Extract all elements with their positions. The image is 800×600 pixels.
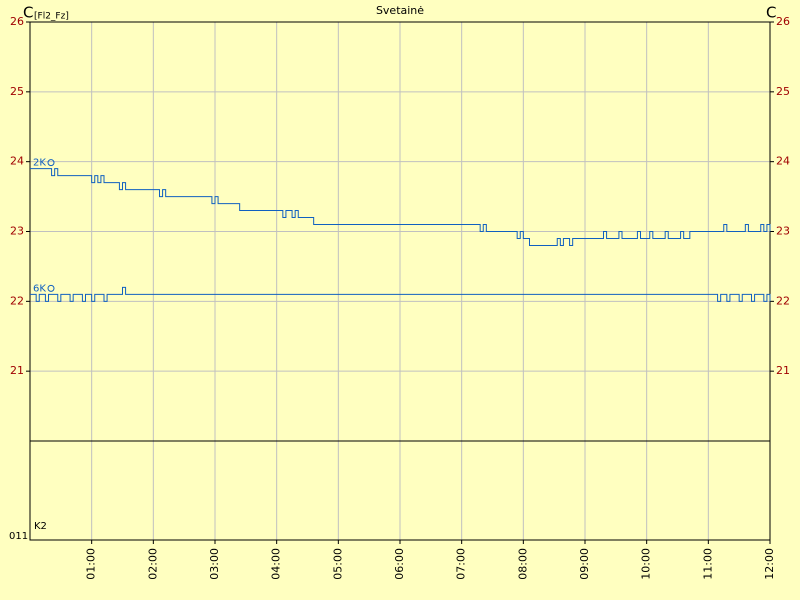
y-tick-label: 25 [10,85,24,98]
y2-tick-label: 22 [776,294,790,307]
series-label: 2K [33,158,46,169]
y2-tick-label: 23 [776,225,790,238]
panel-axis-label: 011 [9,531,28,542]
x-tick-label: 02:00 [146,548,159,580]
x-tick-label: 06:00 [393,548,406,580]
x-tick-label: 09:00 [578,548,591,580]
y2-tick-label: 21 [776,364,790,377]
y2-tick-label: 26 [776,15,790,28]
y-tick-label: 22 [10,294,24,307]
x-tick-label: 03:00 [208,548,221,580]
series-label: 6K [33,283,46,294]
x-tick-label: 04:00 [270,548,283,580]
series-marker [47,284,55,292]
plot-frame [29,21,771,541]
x-tick-label: 07:00 [455,548,468,580]
y-tick-label: 21 [10,364,24,377]
y2-tick-label: 24 [776,155,790,168]
panel-label: K2 [34,521,47,532]
series-line [30,286,771,302]
x-tick-label: 10:00 [640,548,653,580]
y-axis-sublabel: [Fl2_Fz] [34,12,69,22]
y-axis-label: C [23,4,33,22]
x-tick-label: 11:00 [701,548,714,580]
series-marker [47,159,55,167]
x-tick-label: 12:00 [763,548,776,580]
y2-tick-label: 25 [776,85,790,98]
y-tick-label: 26 [10,15,24,28]
chart-title: Svetainė [376,4,424,17]
y-tick-label: 23 [10,225,24,238]
y2-axis-label: C [766,4,776,22]
y-tick-label: 24 [10,155,24,168]
x-tick-label: 01:00 [85,548,98,580]
x-tick-label: 05:00 [331,548,344,580]
series-line [30,168,771,246]
x-tick-label: 08:00 [516,548,529,580]
